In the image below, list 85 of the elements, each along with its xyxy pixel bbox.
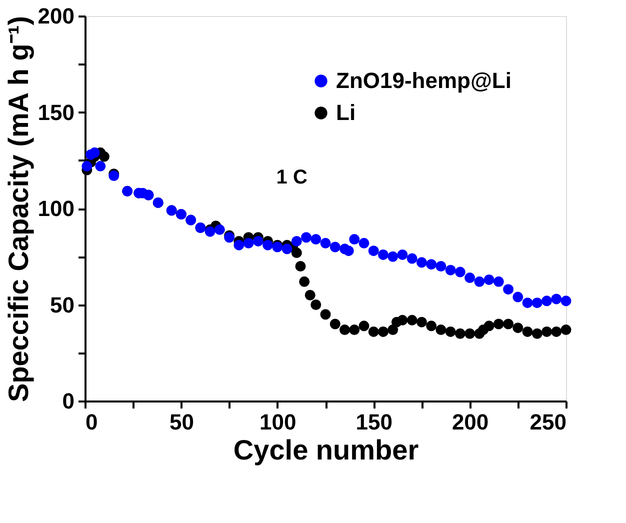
point xyxy=(416,316,427,328)
y-tick-label: 50 xyxy=(50,292,74,318)
point xyxy=(397,249,408,260)
point xyxy=(406,253,418,264)
point xyxy=(416,257,427,268)
point xyxy=(388,324,398,336)
x-tick-label: 250 xyxy=(530,410,566,434)
point xyxy=(282,244,292,254)
point xyxy=(95,160,106,172)
y-axis-title: Speccific Capacity (mA h g⁻¹) xyxy=(2,16,34,402)
point xyxy=(358,320,370,332)
point xyxy=(291,236,302,246)
y-tick-label: 200 xyxy=(38,4,74,28)
point xyxy=(493,276,504,287)
x-axis-title: Cycle number xyxy=(233,434,419,466)
point xyxy=(522,298,533,308)
point xyxy=(349,234,360,245)
point xyxy=(560,296,572,306)
point xyxy=(214,224,225,235)
legend-label: ZnO19-hemp@Li xyxy=(336,68,512,93)
point xyxy=(301,232,312,243)
x-tick-label: 200 xyxy=(452,410,489,434)
point xyxy=(474,276,485,287)
point xyxy=(464,328,476,339)
x-tick-label: 50 xyxy=(169,410,194,434)
point xyxy=(464,272,476,284)
point xyxy=(320,309,331,320)
point xyxy=(406,314,418,326)
point xyxy=(304,290,316,300)
point xyxy=(512,322,524,334)
point xyxy=(445,264,456,276)
point xyxy=(343,246,354,256)
point xyxy=(378,249,388,260)
point xyxy=(551,326,562,337)
point xyxy=(310,234,322,245)
point xyxy=(98,151,110,162)
point xyxy=(295,261,306,272)
x-tick-label: 0 xyxy=(86,410,98,434)
point xyxy=(503,318,514,330)
point xyxy=(532,328,542,339)
point xyxy=(368,246,379,256)
point xyxy=(368,326,379,337)
point xyxy=(445,326,456,337)
annotation: 1 C xyxy=(276,166,308,189)
y-tick-label: 150 xyxy=(38,100,74,125)
point xyxy=(436,324,446,336)
point xyxy=(252,236,264,246)
point xyxy=(388,251,398,262)
point xyxy=(512,292,524,302)
point xyxy=(484,320,494,332)
point xyxy=(330,242,340,252)
point xyxy=(262,240,274,250)
point xyxy=(551,294,562,304)
point xyxy=(339,324,350,336)
point xyxy=(454,328,466,339)
point xyxy=(234,240,244,250)
point xyxy=(89,147,100,158)
point xyxy=(378,326,388,337)
point xyxy=(560,324,572,336)
point xyxy=(299,276,310,287)
point xyxy=(493,318,504,330)
point xyxy=(349,324,360,336)
point xyxy=(532,298,542,308)
point xyxy=(82,160,92,172)
point xyxy=(358,238,370,248)
point xyxy=(426,320,437,332)
y-tick-label: 0 xyxy=(62,388,74,414)
point xyxy=(243,238,254,248)
point xyxy=(436,261,446,272)
point xyxy=(542,326,552,337)
point xyxy=(503,284,514,295)
x-tick-label: 100 xyxy=(260,410,296,434)
point xyxy=(522,326,533,337)
point xyxy=(484,274,494,285)
x-tick-label: 150 xyxy=(356,410,392,434)
point xyxy=(426,259,437,270)
point xyxy=(397,314,408,326)
point xyxy=(310,300,322,310)
point xyxy=(542,296,552,306)
point xyxy=(320,238,331,248)
point xyxy=(291,248,302,258)
point xyxy=(454,266,466,278)
legend-label: Li xyxy=(336,100,356,125)
y-tick-label: 100 xyxy=(38,196,74,221)
point xyxy=(330,318,340,330)
